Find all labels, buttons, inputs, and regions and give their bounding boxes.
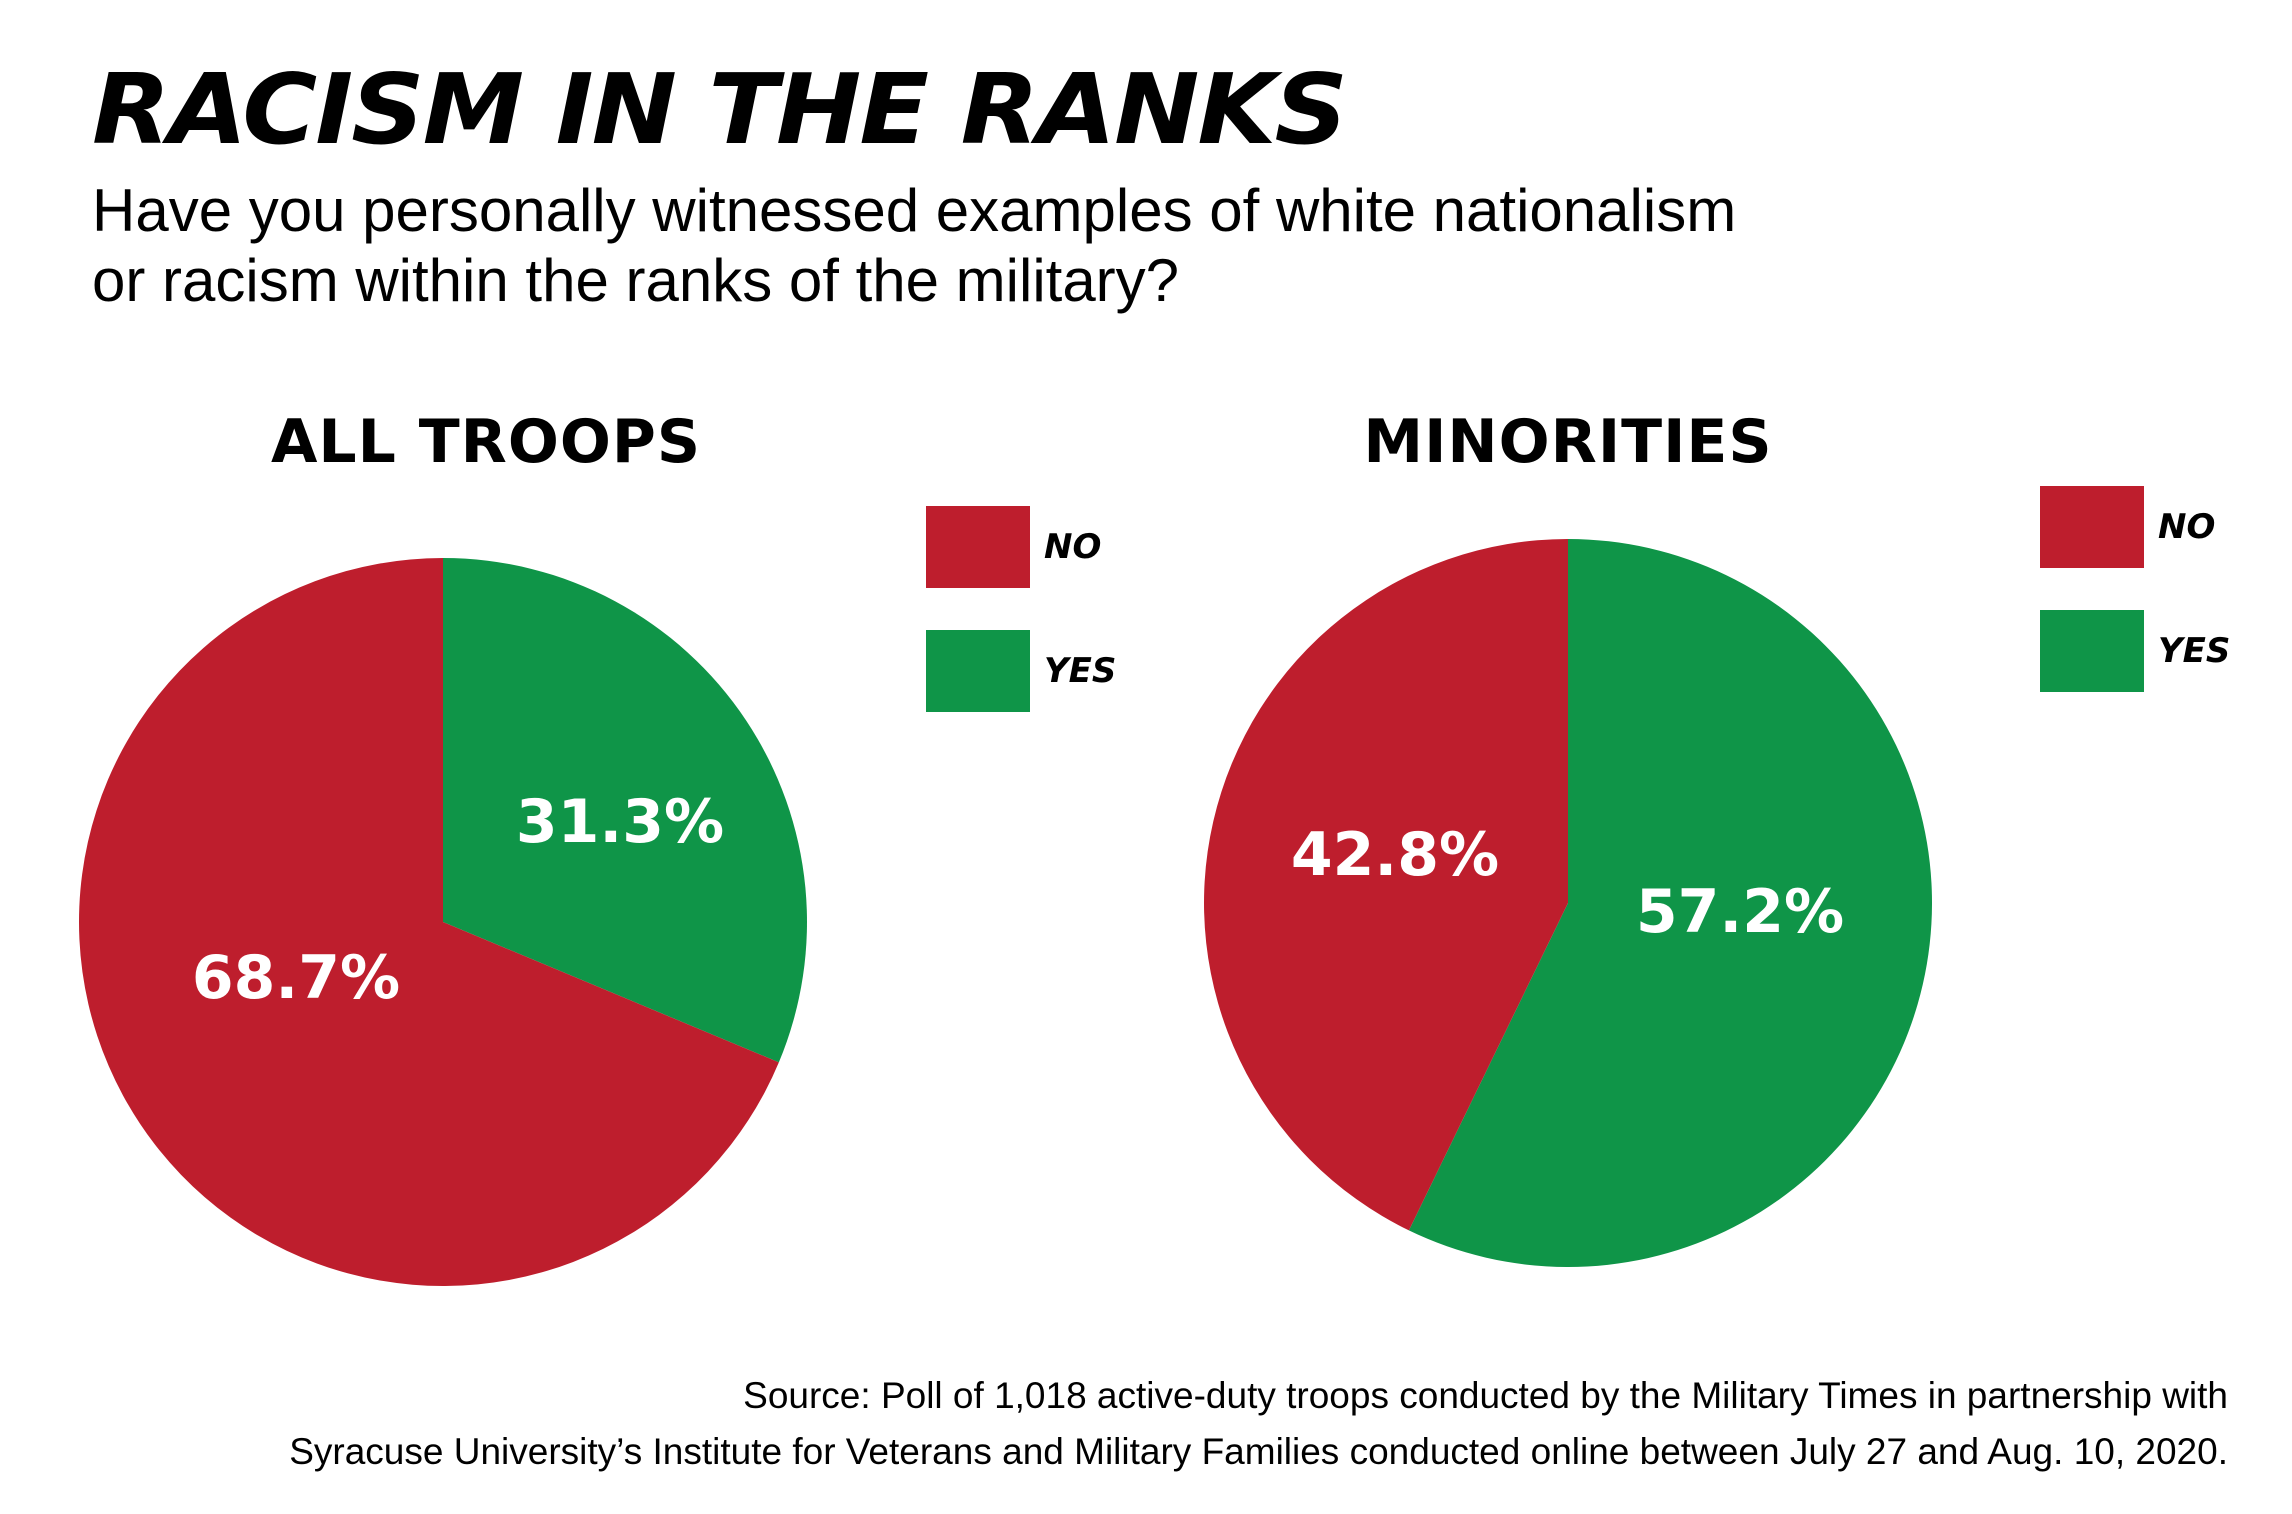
- subtitle-line-1: Have you personally witnessed examples o…: [92, 177, 1737, 244]
- legend-swatch-yes: [926, 630, 1030, 712]
- legend-label-no: NO: [1044, 527, 1102, 567]
- slice-label-no: 42.8%: [1291, 820, 1499, 890]
- pie-slice-yes: [443, 558, 807, 1063]
- legend-swatch-yes: [2040, 610, 2144, 692]
- pie-slice-no: [78, 558, 779, 1286]
- pie-chart-all-troops: 31.3% 68.7%: [78, 558, 807, 1286]
- slice-label-yes: 57.2%: [1636, 877, 1844, 947]
- subtitle-line-2: or racism within the ranks of the milita…: [92, 247, 1180, 314]
- legend-swatch-no: [926, 506, 1030, 588]
- slice-label-yes: 31.3%: [516, 787, 724, 857]
- pie-slice-no: [1204, 539, 1568, 1231]
- legend-label-yes: YES: [1044, 651, 1117, 691]
- legend-label-no: NO: [2158, 507, 2216, 547]
- chart-title-minorities: MINORITIES: [1363, 407, 1773, 477]
- chart-title-all-troops: ALL TROOPS: [270, 407, 702, 477]
- page-title: RACISM IN THE RANKS: [92, 53, 1348, 167]
- pie-chart-minorities: 57.2% 42.8%: [1204, 539, 1933, 1268]
- legend-label-yes: YES: [2158, 631, 2231, 671]
- legend-swatch-no: [2040, 486, 2144, 568]
- source-line-1: Source: Poll of 1,018 active-duty troops…: [743, 1375, 2228, 1416]
- pie-slice-yes: [1408, 539, 1933, 1268]
- slice-label-no: 68.7%: [192, 943, 400, 1013]
- source-line-2: Syracuse University’s Institute for Vete…: [289, 1431, 2228, 1472]
- source-note: Source: Poll of 1,018 active-duty troops…: [289, 1368, 2228, 1480]
- question-subtitle: Have you personally witnessed examples o…: [92, 176, 1992, 316]
